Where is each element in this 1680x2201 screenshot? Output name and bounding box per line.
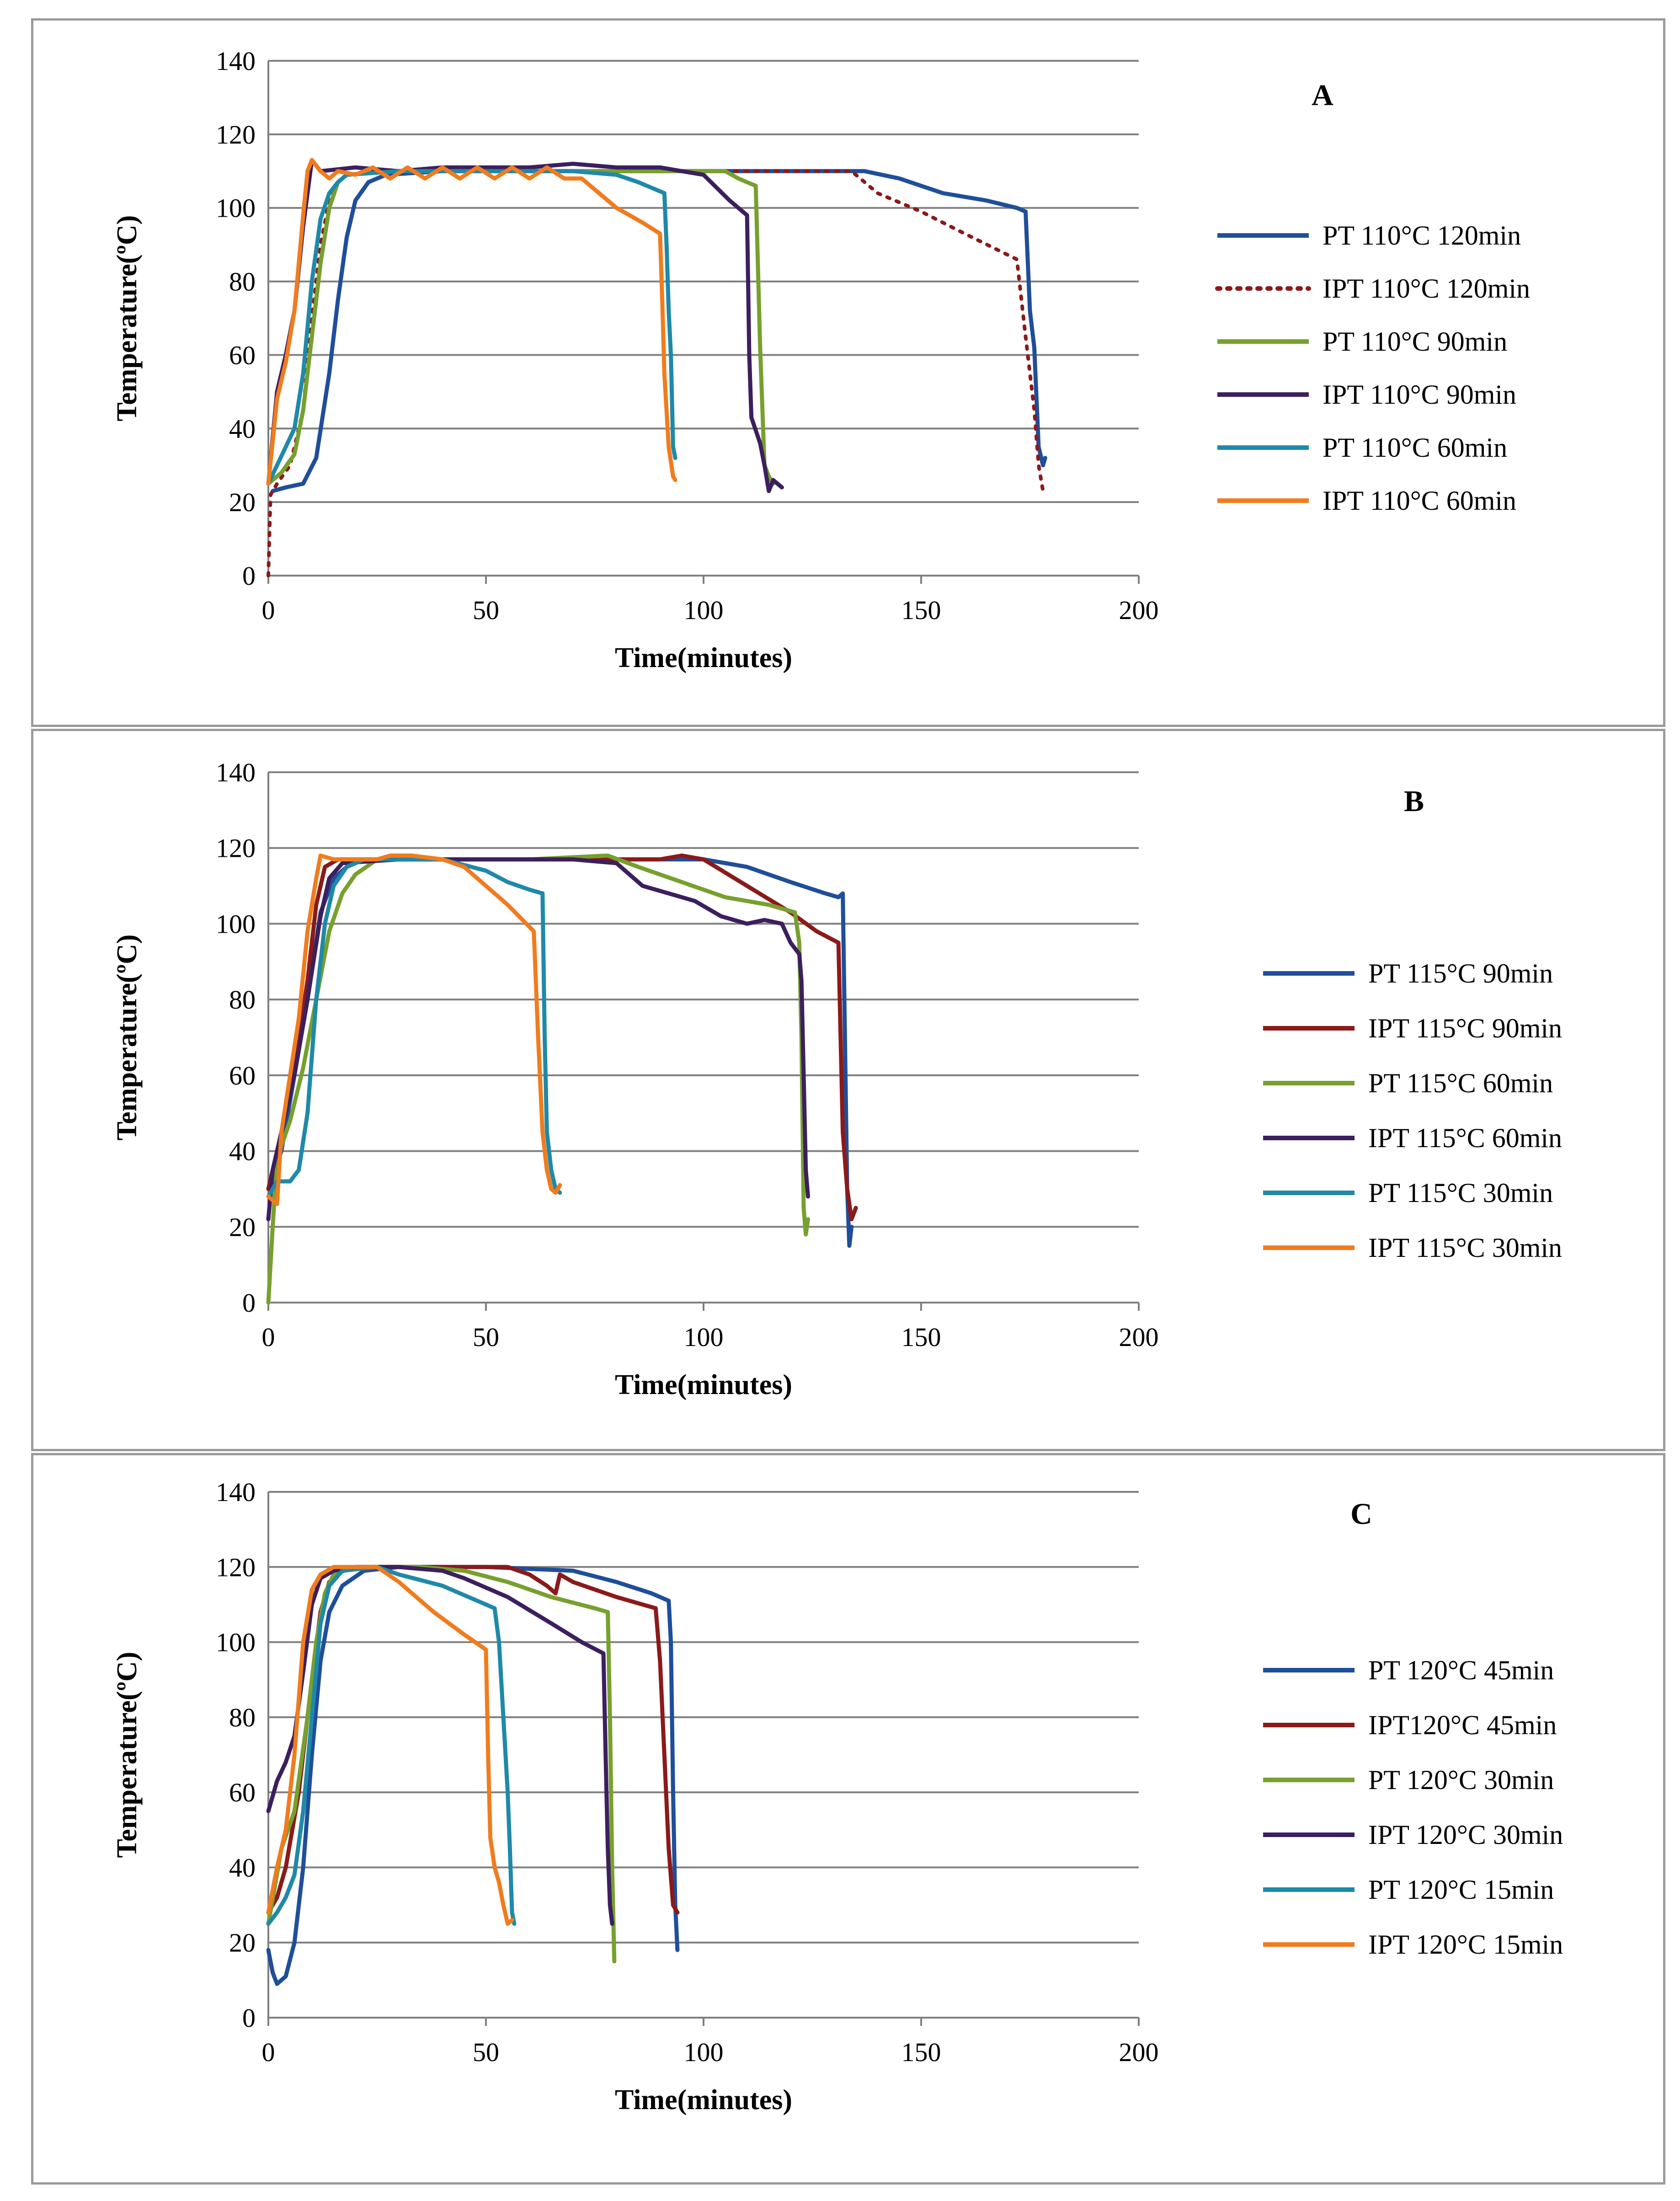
legend-label: PT 120°C 30min: [1368, 1765, 1554, 1795]
x-tick-label: 50: [473, 2037, 499, 2067]
y-tick-label: 20: [229, 1928, 256, 1958]
y-tick-label: 120: [216, 1552, 256, 1582]
x-tick-label: 100: [684, 595, 724, 625]
series-line-6: [266, 853, 562, 1207]
y-tick-label: 0: [242, 1288, 256, 1318]
legend-label: IPT 115°C 90min: [1368, 1013, 1562, 1043]
legend-label: IPT 120°C 30min: [1368, 1820, 1563, 1850]
y-tick-label: 140: [216, 1477, 256, 1507]
x-tick-label: 50: [473, 1322, 499, 1352]
legend-label: IPT 120°C 15min: [1368, 1929, 1563, 1960]
x-axis-title: Time(minutes): [615, 642, 792, 673]
x-tick-label: 200: [1119, 1322, 1159, 1352]
x-tick-label: 150: [901, 2037, 941, 2067]
y-tick-label: 40: [229, 1137, 256, 1166]
legend-label: PT 115°C 60min: [1368, 1068, 1553, 1098]
y-tick-label: 60: [229, 340, 256, 370]
series-line-4: [266, 857, 810, 1222]
panel-a: 0 20 40 60 80 100 120 140 0 50 100 150 200 Time(minut…: [31, 18, 1665, 727]
panel-label: C: [1350, 1497, 1372, 1531]
legend-label: IPT 110°C 120min: [1323, 273, 1530, 304]
y-tick-label: 140: [216, 758, 256, 787]
legend-label: IPT120°C 45min: [1368, 1710, 1557, 1740]
x-tick-label: 0: [262, 2037, 275, 2067]
x-tick-label: 200: [1119, 2037, 1159, 2067]
x-tick-label: 50: [473, 595, 499, 625]
y-tick-label: 20: [229, 1212, 256, 1242]
series-line-5: [266, 1565, 517, 1926]
y-tick-label: 80: [229, 267, 256, 297]
series-line-5: [266, 857, 562, 1199]
y-tick-label: 60: [229, 1061, 256, 1090]
x-tick-label: 0: [262, 1322, 275, 1352]
legend-label: PT 120°C 45min: [1368, 1655, 1554, 1685]
series-line-6: [266, 1565, 514, 1926]
panel-c: 0 20 40 60 80 100 120 140 0 50 100 150 200 Time(minut…: [31, 1453, 1665, 2185]
x-tick-label: 200: [1119, 595, 1159, 625]
x-axis-title: Time(minutes): [615, 2084, 792, 2116]
chart-a: 0 20 40 60 80 100 120 140 0 50 100 150 200 Time(minut…: [112, 46, 1530, 673]
y-tick-label: 0: [242, 561, 256, 591]
legend-label: PT 110°C 90min: [1323, 326, 1507, 357]
y-tick-label: 60: [229, 1778, 256, 1807]
legend-label: PT 120°C 15min: [1368, 1875, 1554, 1905]
legend-label: IPT 115°C 30min: [1368, 1233, 1562, 1263]
y-tick-label: 40: [229, 1853, 256, 1882]
series-line-1: [266, 1565, 680, 1986]
series-line-1: [271, 169, 1047, 493]
x-tick-label: 100: [684, 1322, 724, 1352]
y-tick-label: 80: [229, 985, 256, 1015]
series-line-3: [266, 169, 775, 486]
y-tick-label: 120: [216, 833, 256, 863]
y-tick-label: 0: [242, 2003, 256, 2033]
y-tick-label: 100: [216, 1628, 256, 1657]
y-tick-label: 100: [216, 909, 256, 939]
panel-b: 0 20 40 60 80 100 120 140 0 50 100 150 200 Time(minut…: [31, 729, 1665, 1451]
x-axis-title: Time(minutes): [615, 1369, 792, 1400]
chart-b: 0 20 40 60 80 100 120 140 0 50 100 150 200 Time(minut…: [112, 758, 1562, 1400]
series-line-4: [266, 158, 784, 493]
y-tick-label: 100: [216, 193, 256, 223]
legend-label: PT 110°C 60min: [1323, 433, 1507, 463]
legend-label: IPT 110°C 90min: [1323, 379, 1516, 410]
series-line-2: [266, 853, 858, 1222]
x-tick-label: 0: [262, 595, 275, 625]
chart-c: 0 20 40 60 80 100 120 140 0 50 100 150 200 Time(minut…: [112, 1477, 1563, 2116]
y-tick-label: 80: [229, 1703, 256, 1732]
x-tick-label: 100: [684, 2037, 724, 2067]
panel-label: B: [1404, 785, 1424, 818]
y-tick-label: 20: [229, 487, 256, 517]
legend-label: PT 110°C 120min: [1323, 220, 1521, 251]
panel-label: A: [1312, 79, 1333, 112]
y-axis-title: Temperature(ºC): [112, 1652, 143, 1858]
legend-label: IPT 110°C 60min: [1323, 486, 1516, 516]
legend-label: PT 115°C 30min: [1368, 1178, 1553, 1208]
legend-label: PT 115°C 90min: [1368, 958, 1553, 988]
y-axis-title: Temperature(ºC): [112, 935, 143, 1141]
y-tick-label: 120: [216, 120, 256, 150]
x-tick-label: 150: [901, 595, 941, 625]
y-axis-title: Temperature(ºC): [112, 215, 143, 422]
y-tick-label: 140: [216, 46, 256, 76]
x-tick-label: 150: [901, 1322, 941, 1352]
y-tick-label: 40: [229, 414, 256, 443]
series-line-6: [266, 158, 677, 486]
legend-label: IPT 115°C 60min: [1368, 1123, 1562, 1153]
